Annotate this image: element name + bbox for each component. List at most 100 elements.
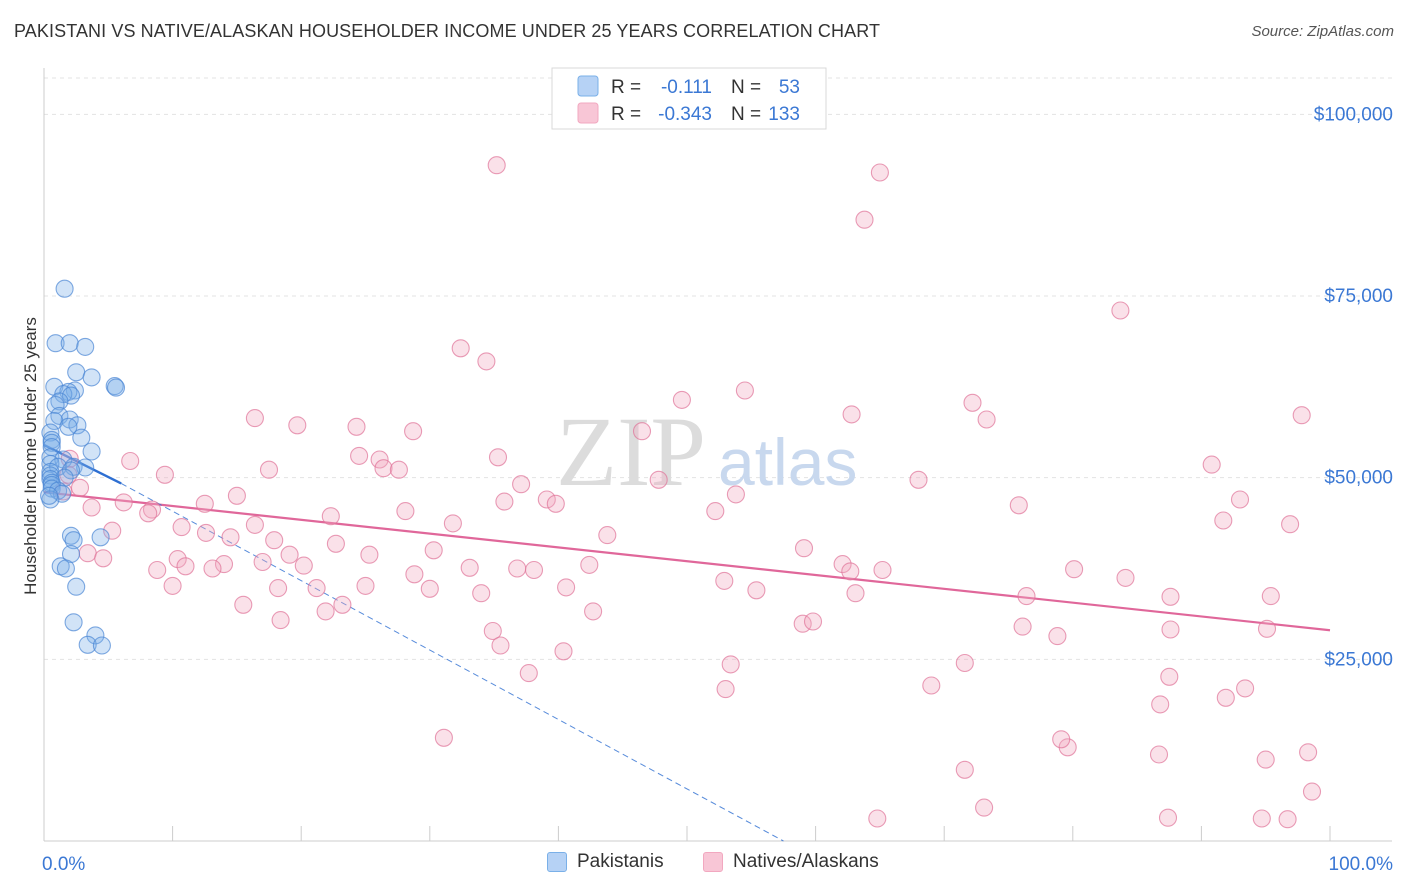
point-natives [1256,750,1275,769]
point-natives [546,494,565,513]
point-natives [833,555,852,574]
watermark: ZIP atlas [556,396,857,507]
point-natives [1052,730,1071,749]
point-natives [389,460,408,479]
point-natives [451,339,470,358]
point-natives [1116,568,1135,587]
point-natives [584,602,603,621]
point-natives [524,560,544,580]
y-tick-label: $75,000 [1324,286,1393,307]
point-natives [1160,667,1179,686]
point-natives [265,531,284,550]
point-natives [537,490,556,509]
point-natives [269,579,288,598]
legend-r-label-2: R = [611,104,641,125]
point-natives [1216,688,1235,707]
point-pakistanis [61,386,81,405]
axes [43,68,1392,842]
point-natives [716,680,735,699]
point-natives [1151,695,1170,714]
point-natives [1230,490,1250,509]
point-natives [1292,406,1311,425]
point-natives [103,521,122,540]
point-natives [316,602,335,621]
point-natives [554,642,573,661]
point-natives [955,653,974,673]
point-natives [488,448,508,467]
legend-swatch-pakistanis [577,75,599,97]
point-natives [347,417,366,436]
point-natives [1302,782,1322,801]
trend-line-natives [43,491,1331,632]
point-pakistanis [61,461,81,480]
point-natives [82,498,101,517]
point-natives [307,579,326,598]
point-natives [114,493,133,512]
point-natives [1161,587,1180,606]
legend-item-pakistanis[interactable]: Pakistanis [547,851,664,873]
point-natives [396,502,415,521]
data-points [40,156,1322,829]
point-natives [1214,511,1233,530]
point-natives [172,518,191,537]
point-natives [333,595,352,614]
legend-n-label-1: N = [731,77,761,98]
watermark-atlas: atlas [718,425,857,499]
point-natives [253,552,272,572]
tick-labels: $100,000 $75,000 $50,000 $25,000 0.0% 100.0% [42,104,1393,875]
point-natives [288,416,307,435]
point-natives [855,210,874,229]
series-legend: Pakistanis Natives/Alaskans [0,851,1406,877]
point-natives [955,760,974,779]
point-natives [1252,809,1271,828]
point-natives [495,492,514,511]
point-pakistanis [42,433,61,452]
point-natives [922,676,941,695]
point-natives [360,545,379,564]
point-natives [460,558,479,577]
point-natives [326,534,345,553]
point-natives [1009,496,1028,515]
point-natives [163,576,182,595]
point-pakistanis [46,334,65,353]
point-natives [649,470,668,489]
point-natives [294,556,313,575]
point-natives [1278,810,1297,829]
point-natives [245,515,264,534]
point-natives [868,809,887,828]
point-pakistanis [40,486,59,505]
point-natives [477,352,496,371]
point-natives [1281,515,1300,534]
stats-legend: R = -0.111 N = 53 R = -0.343 N = 133 [551,67,827,130]
point-natives [245,409,264,428]
legend-r-label-1: R = [611,77,641,98]
point-natives [234,595,253,614]
point-natives [598,526,617,545]
point-pakistanis [64,613,83,632]
legend-swatch-pakistanis-bottom [547,852,567,872]
point-natives [168,550,187,569]
point-natives [94,549,113,568]
point-natives [1017,587,1036,606]
point-natives [726,485,745,504]
point-natives [1048,627,1067,646]
legend-r-value-2: -0.343 [658,104,712,125]
point-natives [841,562,860,581]
legend-label-pakistanis: Pakistanis [577,851,664,872]
point-pakistanis [61,544,81,564]
legend-label-natives: Natives/Alaskans [733,851,879,872]
legend-item-natives[interactable]: Natives/Alaskans [703,851,879,873]
point-natives [870,163,889,182]
point-natives [1236,679,1255,698]
point-pakistanis [46,395,65,415]
point-natives [487,156,506,175]
legend-n-value-2: 133 [768,104,800,125]
point-natives [405,565,424,584]
watermark-zip: ZIP [556,396,706,507]
point-natives [221,528,240,547]
point-pakistanis [45,377,64,396]
point-natives [1257,619,1277,638]
point-pakistanis [76,337,95,356]
point-natives [434,728,453,747]
y-tick-label: $50,000 [1324,468,1393,489]
